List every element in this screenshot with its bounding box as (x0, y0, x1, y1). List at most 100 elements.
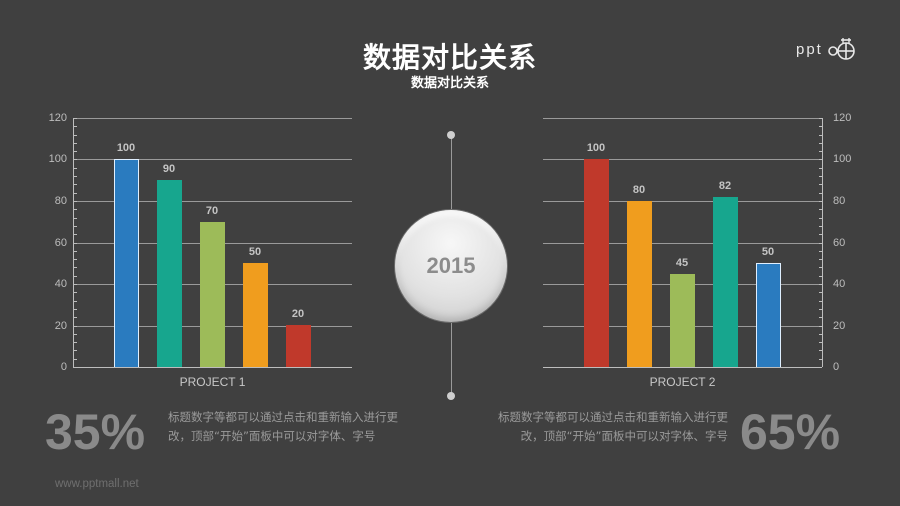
timeline-dot-top (447, 131, 455, 139)
y-minor-tick (819, 292, 822, 293)
y-minor-tick (819, 251, 822, 252)
y-minor-tick (74, 226, 77, 227)
bar-2 (157, 180, 182, 367)
y-tick-label: 80 (833, 195, 846, 207)
y-minor-tick (819, 334, 822, 335)
gridline (73, 243, 352, 244)
y-tick-label: 60 (833, 237, 846, 249)
y-minor-tick (74, 317, 77, 318)
y-minor-tick (819, 326, 822, 327)
right-percent: 65% (740, 404, 841, 460)
right-description-line-1: 标题数字等都可以通过点击和重新输入进行更 (498, 410, 728, 424)
bar-value-label: 20 (291, 308, 305, 320)
y-tick-label: 0 (60, 361, 67, 373)
y-minor-tick (819, 209, 822, 210)
y-tick-label: 80 (54, 195, 67, 207)
bar-5 (286, 325, 311, 367)
left-description-line-2: 改，顶部“开始”面板中可以对字体、字号 (168, 429, 376, 443)
y-minor-tick (74, 209, 77, 210)
gridline (73, 326, 352, 327)
y-minor-tick (819, 151, 822, 152)
y-minor-tick (819, 342, 822, 343)
y-minor-tick (819, 259, 822, 260)
y-minor-tick (74, 309, 77, 310)
x-axis-label: PROJECT 2 (649, 375, 716, 389)
page-subtitle: 数据对比关系 (410, 76, 489, 91)
y-tick-label: 40 (833, 278, 846, 290)
y-minor-tick (74, 259, 77, 260)
gridline (543, 118, 822, 119)
bar-3 (670, 274, 695, 367)
x-axis-line (73, 367, 352, 368)
gridline (543, 284, 822, 285)
y-tick-label: 100 (48, 153, 67, 165)
y-minor-tick (74, 234, 77, 235)
y-minor-tick (819, 159, 822, 160)
y-tick-label: 20 (833, 320, 846, 332)
y-minor-tick (819, 350, 822, 351)
y-minor-tick (74, 350, 77, 351)
y-minor-tick (819, 301, 822, 302)
y-minor-tick (819, 367, 822, 368)
y-minor-tick (74, 276, 77, 277)
y-minor-tick (74, 184, 77, 185)
timeline-dot-bottom (447, 392, 455, 400)
left-percent: 35% (45, 404, 146, 460)
footer-url: www.pptmall.net (55, 478, 139, 490)
y-minor-tick (819, 135, 822, 136)
gridline (73, 118, 352, 119)
y-minor-tick (74, 267, 77, 268)
y-tick-label: 120 (48, 112, 67, 124)
y-tick-label: 0 (833, 361, 840, 373)
y-minor-tick (74, 334, 77, 335)
bar-value-label: 70 (205, 205, 219, 217)
y-minor-tick (819, 276, 822, 277)
right-description: 标题数字等都可以通过点击和重新输入进行更 改，顶部“开始”面板中可以对字体、字号 (463, 408, 728, 446)
y-tick-label: 60 (54, 237, 67, 249)
x-axis-line (543, 367, 822, 368)
y-tick-label: 40 (54, 278, 67, 290)
y-minor-tick (74, 118, 77, 119)
y-minor-tick (74, 251, 77, 252)
gridline (543, 243, 822, 244)
bar-value-label: 100 (586, 142, 606, 154)
y-minor-tick (74, 151, 77, 152)
left-description: 标题数字等都可以通过点击和重新输入进行更 改，顶部“开始”面板中可以对字体、字号 (168, 408, 433, 446)
gridline (543, 326, 822, 327)
y-minor-tick (819, 234, 822, 235)
bar-1 (584, 159, 609, 367)
y-minor-tick (74, 359, 77, 360)
year-label: 2015 (426, 253, 476, 278)
y-minor-tick (74, 176, 77, 177)
logo-text: PPT (796, 40, 823, 58)
gridline (543, 159, 822, 160)
y-minor-tick (819, 218, 822, 219)
bar-5 (756, 263, 781, 367)
y-minor-tick (74, 342, 77, 343)
y-minor-tick (74, 168, 77, 169)
bar-3 (200, 222, 225, 367)
y-minor-tick (74, 159, 77, 160)
bar-value-label: 90 (162, 163, 176, 175)
y-minor-tick (74, 126, 77, 127)
gridline (73, 284, 352, 285)
y-minor-tick (819, 201, 822, 202)
bar-value-label: 50 (761, 246, 775, 258)
gridline (73, 201, 352, 202)
y-minor-tick (819, 143, 822, 144)
y-minor-tick (819, 226, 822, 227)
y-minor-tick (74, 301, 77, 302)
left-description-line-1: 标题数字等都可以通过点击和重新输入进行更 (168, 410, 398, 424)
bar-value-label: 80 (632, 184, 646, 196)
y-tick-label: 100 (833, 153, 852, 165)
y-minor-tick (819, 118, 822, 119)
y-minor-tick (74, 218, 77, 219)
y-minor-tick (74, 201, 77, 202)
page-title: 数据对比关系 (362, 41, 537, 74)
bar-value-label: 100 (116, 142, 136, 154)
y-tick-label: 120 (833, 112, 852, 124)
y-minor-tick (819, 309, 822, 310)
y-minor-tick (74, 292, 77, 293)
y-minor-tick (819, 126, 822, 127)
right-description-line-2: 改，顶部“开始”面板中可以对字体、字号 (520, 429, 728, 443)
